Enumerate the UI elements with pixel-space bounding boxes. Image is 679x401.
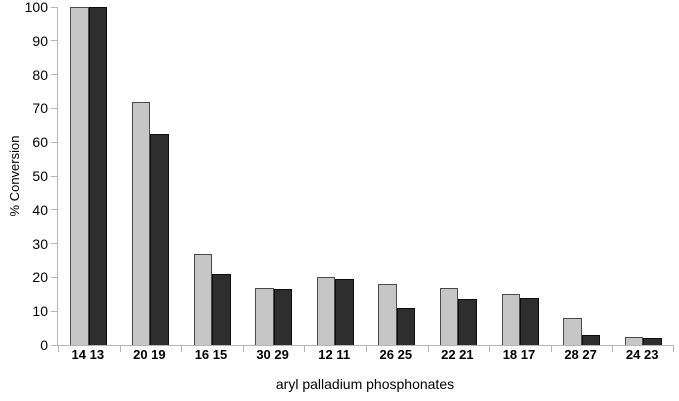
bar-dark-gray-bars: [581, 334, 601, 345]
y-tick-mark: [51, 276, 57, 278]
y-tick-mark: [51, 40, 57, 42]
bar-light-gray-bars: [131, 101, 151, 345]
bar-dark-gray-bars: [520, 297, 539, 345]
bar-light-gray-bars: [624, 336, 644, 345]
x-category-label: 26 25: [379, 347, 413, 362]
y-tick-label: 70: [32, 100, 48, 117]
y-tick-label: 60: [32, 134, 48, 151]
x-tick-mark: [612, 346, 614, 352]
x-category-label: 22 21: [441, 347, 474, 362]
bar-dark-gray-bars: [150, 133, 169, 345]
x-tick-mark: [366, 346, 367, 352]
x-category-label: 28 27: [564, 347, 597, 362]
y-tick-label: 20: [32, 269, 48, 286]
x-category-label: 20 19: [133, 347, 166, 362]
bar-light-gray-bars: [193, 253, 212, 345]
x-category-label: 30 29: [256, 347, 289, 362]
x-category-label: 24 23: [625, 347, 659, 362]
bar-light-gray-bars: [316, 277, 336, 345]
y-tick-mark: [51, 175, 57, 177]
x-axis-title: aryl palladium phosphonates: [275, 376, 455, 392]
y-tick-mark: [51, 209, 57, 211]
y-tick-mark: [51, 344, 57, 346]
y-tick-label: 80: [32, 66, 48, 83]
x-tick-mark: [181, 346, 183, 352]
x-category-label: 18 17: [502, 347, 536, 362]
bar-dark-gray-bars: [643, 338, 662, 345]
x-tick-mark: [242, 346, 244, 352]
bar-dark-gray-bars: [396, 307, 416, 345]
y-tick-mark: [51, 107, 57, 109]
x-tick-mark: [489, 346, 491, 352]
y-tick-mark: [51, 74, 57, 76]
y-tick-mark: [51, 310, 57, 312]
y-tick-label: 30: [32, 235, 48, 252]
bar-light-gray-bars: [563, 317, 582, 345]
y-tick-mark: [51, 141, 57, 143]
plot-area: 0 10 20 30 40 50 60 70 80 90 100: [25, 0, 674, 353]
bar-dark-gray-bars: [212, 274, 231, 345]
x-category-label: 12 11: [318, 347, 351, 362]
y-tick-label: 90: [32, 32, 48, 49]
bar-light-gray-bars: [439, 287, 459, 345]
y-tick-label: 0: [40, 337, 48, 353]
bar-light-gray-bars: [70, 7, 89, 345]
bar-light-gray-bars: [501, 294, 520, 345]
x-tick-mark: [673, 346, 674, 352]
y-tick-label: 100: [24, 0, 48, 15]
y-tick-mark: [51, 6, 57, 8]
x-tick-mark: [427, 346, 429, 352]
x-tick-mark: [304, 346, 306, 352]
y-tick-mark: [51, 243, 57, 245]
bar-dark-gray-bars: [88, 7, 108, 345]
bar-light-gray-bars: [378, 284, 397, 345]
x-category-label: 16 15: [194, 347, 228, 362]
x-tick-mark: [550, 346, 552, 352]
bar-dark-gray-bars: [335, 279, 354, 345]
y-tick-label: 50: [32, 168, 48, 184]
x-tick-mark: [58, 346, 59, 352]
x-category-label: 14 13: [71, 347, 105, 362]
y-tick-label: 10: [32, 303, 48, 320]
x-tick-mark: [119, 346, 121, 352]
y-tick-label: 40: [32, 201, 48, 218]
bar-dark-gray-bars: [458, 299, 477, 345]
bar-dark-gray-bars: [273, 289, 293, 345]
bar-light-gray-bars: [255, 287, 274, 345]
